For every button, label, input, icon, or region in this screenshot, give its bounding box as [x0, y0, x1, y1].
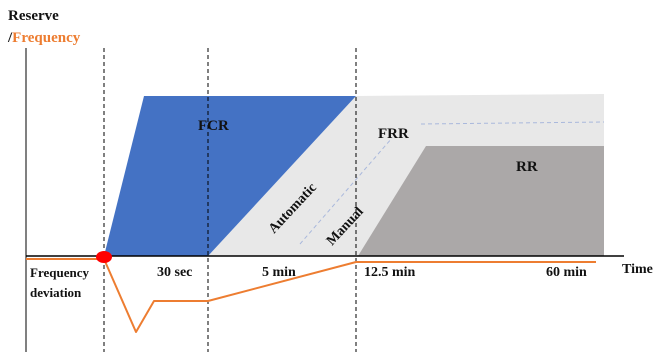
- rr-region: [358, 146, 604, 256]
- frequency-curve: [26, 258, 596, 333]
- time-label-30-sec: 30 sec: [157, 265, 192, 280]
- frr-dashed-diagonal: [299, 137, 393, 245]
- fcr-label: FCR: [198, 118, 229, 134]
- y-axis-label-reserve: Reserve: [8, 8, 59, 24]
- x-axis-label-time: Time: [622, 262, 653, 277]
- rr-label: RR: [516, 159, 538, 175]
- frr-dashed-top: [420, 121, 605, 125]
- y-axis-label-frequency: /Frequency: [7, 30, 81, 46]
- time-label-60-min: 60 min: [546, 265, 587, 280]
- frequency-deviation-label-line1: Frequency: [30, 265, 89, 280]
- frr-label: FRR: [378, 126, 409, 142]
- time-label-12-5-min: 12.5 min: [364, 265, 416, 280]
- fcr-region: [104, 96, 356, 256]
- event-marker-dot: [96, 251, 112, 263]
- frequency-deviation-label-line2: deviation: [30, 285, 82, 300]
- time-label-5-min: 5 min: [262, 265, 296, 280]
